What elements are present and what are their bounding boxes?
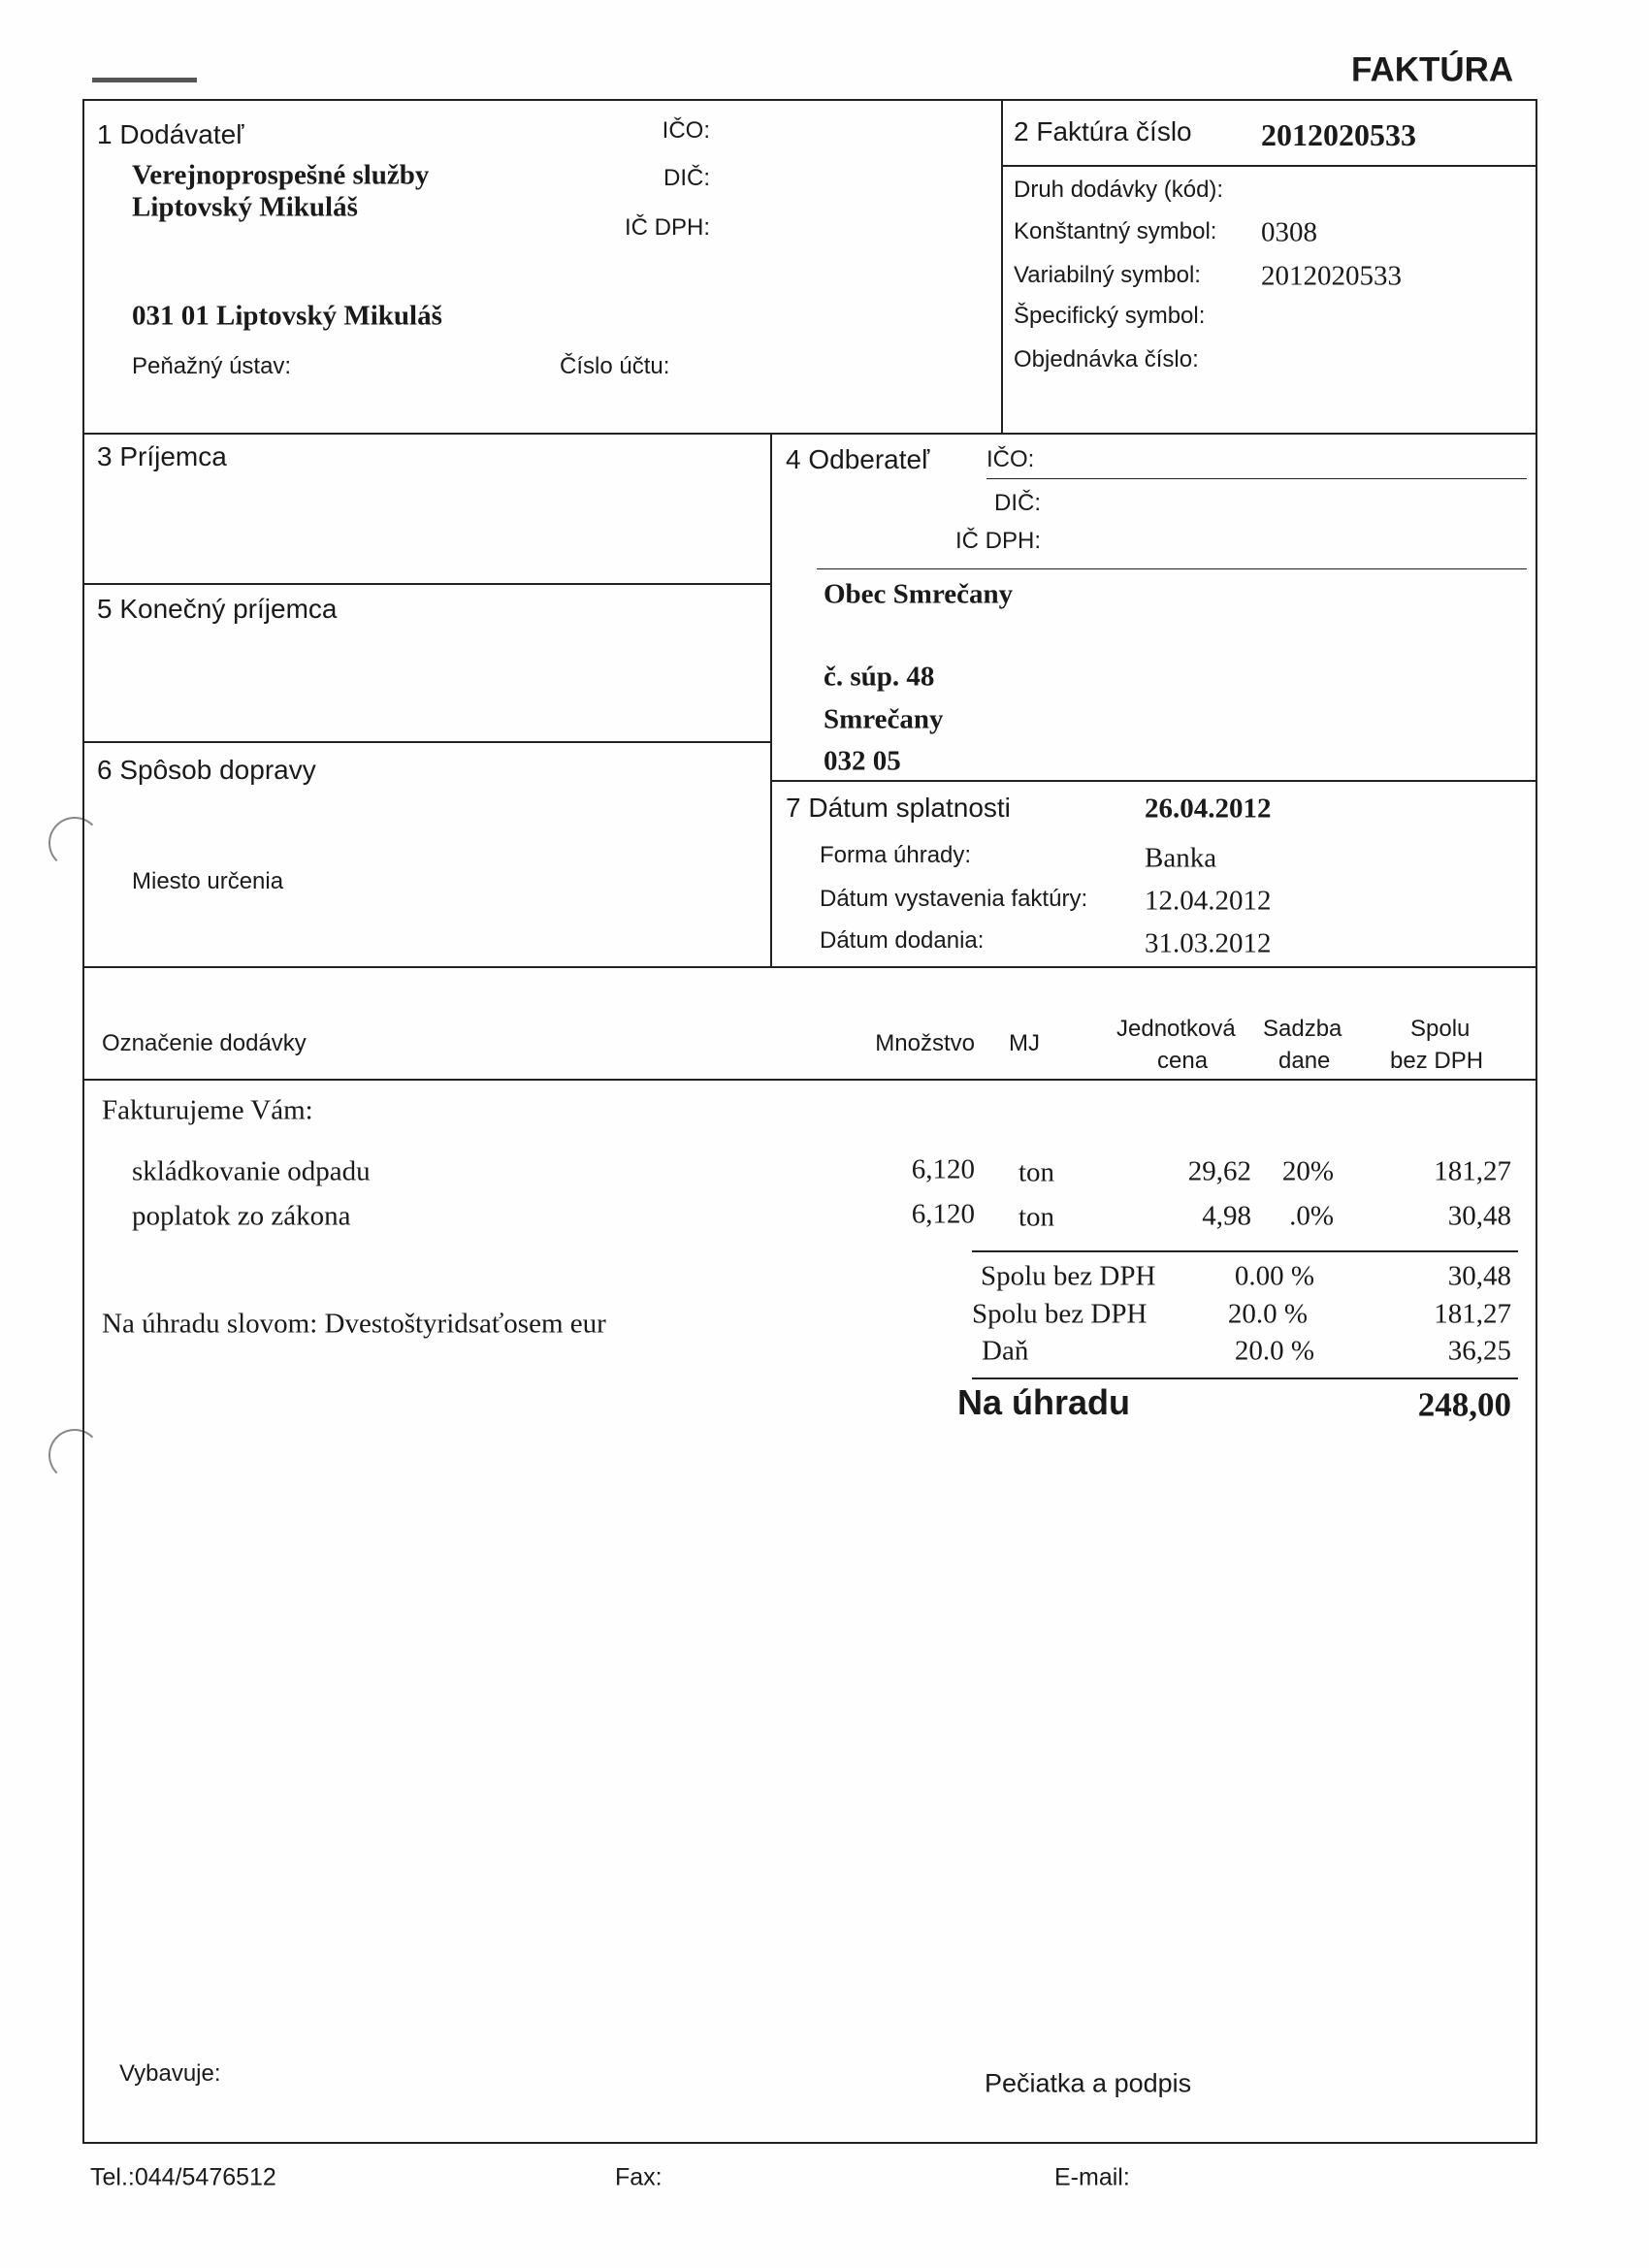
- recipient-heading: 3 Príjemca: [97, 441, 227, 471]
- col-unit-price-1: Jednotková: [1116, 1016, 1236, 1042]
- divider: [82, 433, 1536, 435]
- total-divider: [972, 1377, 1518, 1379]
- invoice-number: 2012020533: [1261, 117, 1416, 152]
- supplier-dic-label: DIČ:: [663, 165, 710, 191]
- due-date-label: 7 Dátum splatnosti: [786, 793, 1011, 823]
- total-label: Na úhradu: [957, 1382, 1131, 1422]
- customer-street: č. súp. 48: [824, 661, 935, 693]
- divider: [986, 478, 1527, 479]
- row-description: skládkovanie odpadu: [132, 1155, 371, 1187]
- stamp-label: Pečiatka a podpis: [985, 2068, 1192, 2098]
- punch-hole-top: [48, 817, 101, 869]
- divider: [817, 568, 1527, 569]
- tax-rate: 20.0 %: [1234, 1335, 1314, 1367]
- row-unit-price: 29,62: [1187, 1155, 1251, 1187]
- specific-symbol-label: Špecifický symbol:: [1014, 303, 1206, 329]
- row-unit-price: 4,98: [1202, 1200, 1251, 1232]
- payment-method: Banka: [1145, 842, 1217, 874]
- sum-amount: 30,48: [1447, 1260, 1511, 1292]
- sum-rate: 20.0 %: [1227, 1298, 1308, 1330]
- divider: [770, 780, 1536, 782]
- account-label: Číslo účtu:: [560, 353, 670, 379]
- staple-mark: [92, 78, 197, 82]
- supplier-name-1: Verejnoprospešné služby: [132, 159, 430, 191]
- customer-heading: 4 Odberateľ: [786, 444, 930, 474]
- items-intro: Fakturujeme Vám:: [102, 1094, 313, 1126]
- issue-date-label: Dátum vystavenia faktúry:: [820, 886, 1088, 912]
- transport-heading: 6 Spôsob dopravy: [97, 755, 316, 785]
- supplier-heading: 1 Dodávateľ: [97, 119, 244, 149]
- amount-in-words: Na úhradu slovom: Dvestoštyridsaťosem eu…: [102, 1308, 606, 1340]
- row-vat-rate: .0%: [1289, 1200, 1334, 1232]
- sum-divider: [972, 1250, 1518, 1252]
- col-total-2: bez DPH: [1390, 1048, 1484, 1074]
- col-vat-2: dane: [1278, 1048, 1331, 1074]
- sum-amount: 181,27: [1434, 1298, 1511, 1330]
- document-title: FAKTÚRA: [1351, 50, 1514, 89]
- col-vat-1: Sadzba: [1263, 1016, 1342, 1042]
- col-unit: MJ: [1009, 1030, 1040, 1056]
- divider: [82, 741, 770, 743]
- divider: [1001, 165, 1536, 167]
- invoice-frame: [82, 99, 1537, 2144]
- final-recipient-heading: 5 Konečný príjemca: [97, 594, 338, 624]
- col-quantity: Množstvo: [875, 1030, 975, 1056]
- delivery-type-label: Druh dodávky (kód):: [1014, 177, 1224, 203]
- customer-dic-label: DIČ:: [994, 490, 1041, 516]
- order-number-label: Objednávka číslo:: [1014, 346, 1199, 373]
- variable-symbol-label: Variabilný symbol:: [1014, 262, 1201, 288]
- footer-email-label: E-mail:: [1054, 2163, 1130, 2191]
- footer-fax-label: Fax:: [615, 2163, 663, 2191]
- row-quantity: 6,120: [911, 1153, 975, 1185]
- table-header-divider: [82, 1079, 1536, 1081]
- due-date: 26.04.2012: [1145, 793, 1272, 825]
- destination-label: Miesto určenia: [132, 868, 284, 894]
- customer-name: Obec Smrečany: [824, 578, 1014, 610]
- supplier-address: 031 01 Liptovský Mikuláš: [132, 300, 442, 332]
- supplier-name-2: Liptovský Mikuláš: [132, 191, 358, 223]
- divider: [1001, 99, 1003, 433]
- invoice-number-heading: 2 Faktúra číslo: [1014, 116, 1192, 146]
- sum-label: Spolu bez DPH: [981, 1260, 1156, 1292]
- col-unit-price-2: cena: [1157, 1048, 1209, 1074]
- tax-label: Daň: [982, 1335, 1029, 1367]
- row-quantity: 6,120: [911, 1198, 975, 1230]
- customer-ico-label: IČO:: [986, 446, 1035, 472]
- customer-zip: 032 05: [824, 745, 901, 777]
- issued-by-label: Vybavuje:: [119, 2060, 221, 2087]
- total-amount: 248,00: [1417, 1385, 1511, 1424]
- variable-symbol: 2012020533: [1261, 260, 1402, 292]
- divider: [82, 583, 770, 585]
- customer-city: Smrečany: [824, 703, 944, 735]
- footer-tel: Tel.:044/5476512: [90, 2163, 276, 2191]
- row-unit: ton: [1018, 1201, 1055, 1233]
- constant-symbol: 0308: [1261, 216, 1317, 248]
- supplier-ico-label: IČO:: [662, 117, 710, 144]
- customer-icdph-label: IČ DPH:: [954, 528, 1041, 554]
- tax-amount: 36,25: [1447, 1335, 1511, 1367]
- row-unit: ton: [1018, 1156, 1055, 1188]
- delivery-date-label: Dátum dodania:: [820, 927, 985, 954]
- punch-hole-bottom: [48, 1429, 101, 1481]
- sum-rate: 0.00 %: [1234, 1260, 1314, 1292]
- issue-date: 12.04.2012: [1145, 885, 1272, 917]
- col-total-1: Spolu: [1410, 1016, 1471, 1042]
- bank-label: Peňažný ústav:: [132, 353, 292, 379]
- payment-method-label: Forma úhrady:: [820, 842, 972, 868]
- row-total: 30,48: [1447, 1200, 1511, 1232]
- sum-label: Spolu bez DPH: [972, 1298, 1148, 1330]
- col-description: Označenie dodávky: [102, 1030, 307, 1056]
- supplier-icdph-label: IČ DPH:: [624, 214, 710, 241]
- constant-symbol-label: Konštantný symbol:: [1014, 218, 1217, 244]
- row-description: poplatok zo zákona: [132, 1200, 351, 1232]
- divider: [82, 966, 1536, 968]
- divider: [770, 433, 772, 966]
- row-total: 181,27: [1434, 1155, 1511, 1187]
- row-vat-rate: 20%: [1281, 1155, 1334, 1187]
- delivery-date: 31.03.2012: [1145, 927, 1272, 959]
